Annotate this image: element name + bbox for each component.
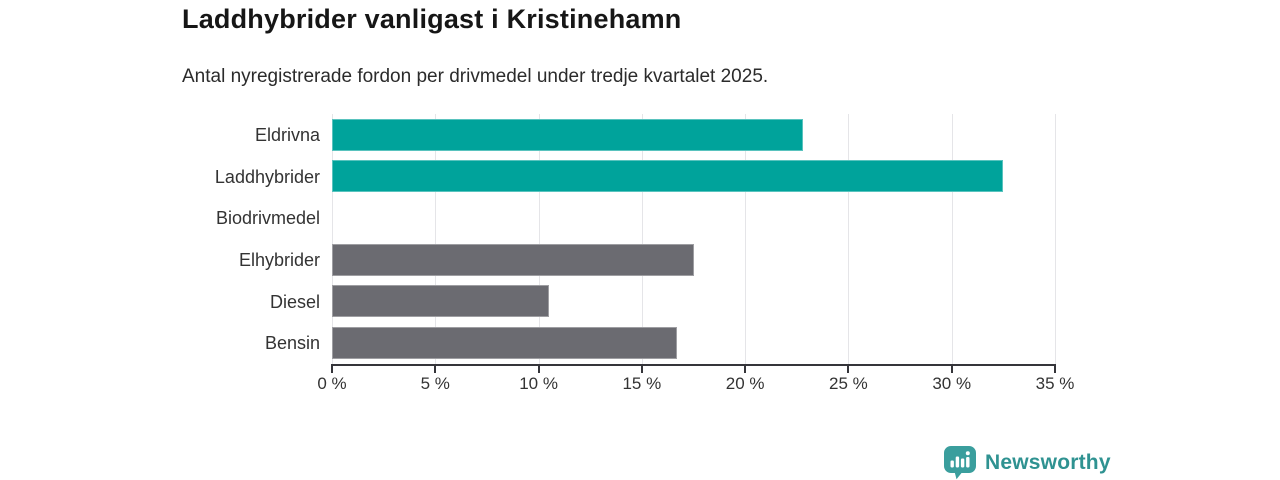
chart-subtitle: Antal nyregistrerade fordon per drivmede… [182, 66, 769, 87]
x-tick-mark [847, 366, 850, 373]
category-label-diesel: Diesel [269, 291, 320, 312]
x-tick-mark [537, 366, 540, 373]
newsworthy-logo-text: Newsworthy [985, 450, 1111, 474]
x-tick-mark [950, 366, 953, 373]
gridline [1055, 114, 1056, 364]
bar-eldrivna [332, 118, 803, 151]
gridline [745, 114, 747, 364]
x-tick-label: 5 % [420, 374, 450, 393]
bar-diesel [332, 285, 549, 318]
bar-row [332, 239, 1055, 281]
gridline [848, 114, 850, 364]
bar-laddhybrider [332, 160, 1004, 193]
bar-elhybrider [332, 243, 694, 276]
bar-bensin [332, 327, 677, 360]
x-tick-label: 35 % [1035, 374, 1075, 393]
category-label-laddhybrider: Laddhybrider [214, 166, 320, 187]
gridline [538, 114, 540, 364]
x-tick-label: 0 % [317, 374, 347, 393]
x-tick-label: 10 % [519, 374, 558, 393]
gridline [332, 114, 333, 364]
category-label-elhybrider: Elhybrider [238, 249, 320, 270]
x-axis-line [331, 364, 1056, 366]
y-axis-category-labels: Eldrivna Laddhybrider Biodrivmedel Elhybrid… [0, 115, 320, 365]
x-tick-label: 30 % [932, 374, 972, 393]
x-tick-label: 20 % [725, 374, 765, 393]
bar-row [332, 156, 1055, 198]
x-tick-mark [744, 366, 747, 373]
x-tick-label: 25 % [829, 374, 868, 393]
plot-area [332, 114, 1056, 364]
gridline [435, 114, 437, 364]
x-tick-mark [640, 366, 643, 373]
newsworthy-logo: Newsworthy [943, 445, 1111, 480]
x-tick-mark [434, 366, 437, 373]
x-tick-mark [1054, 366, 1056, 373]
newsworthy-logo-icon [944, 446, 976, 480]
gridline [641, 114, 643, 364]
category-label-bensin: Bensin [264, 333, 320, 354]
bar-row [332, 114, 1055, 156]
x-tick-mark [331, 366, 333, 373]
gridline [951, 114, 953, 364]
category-label-biodrivmedel: Biodrivmedel [215, 208, 320, 229]
bar-row [332, 322, 1055, 364]
bar-row [332, 197, 1055, 239]
chart-title: Laddhybrider vanligast i Kristinehamn [182, 4, 682, 34]
bar-row [332, 281, 1055, 323]
category-label-eldrivna: Eldrivna [254, 125, 320, 145]
x-tick-label: 15 % [622, 374, 662, 393]
